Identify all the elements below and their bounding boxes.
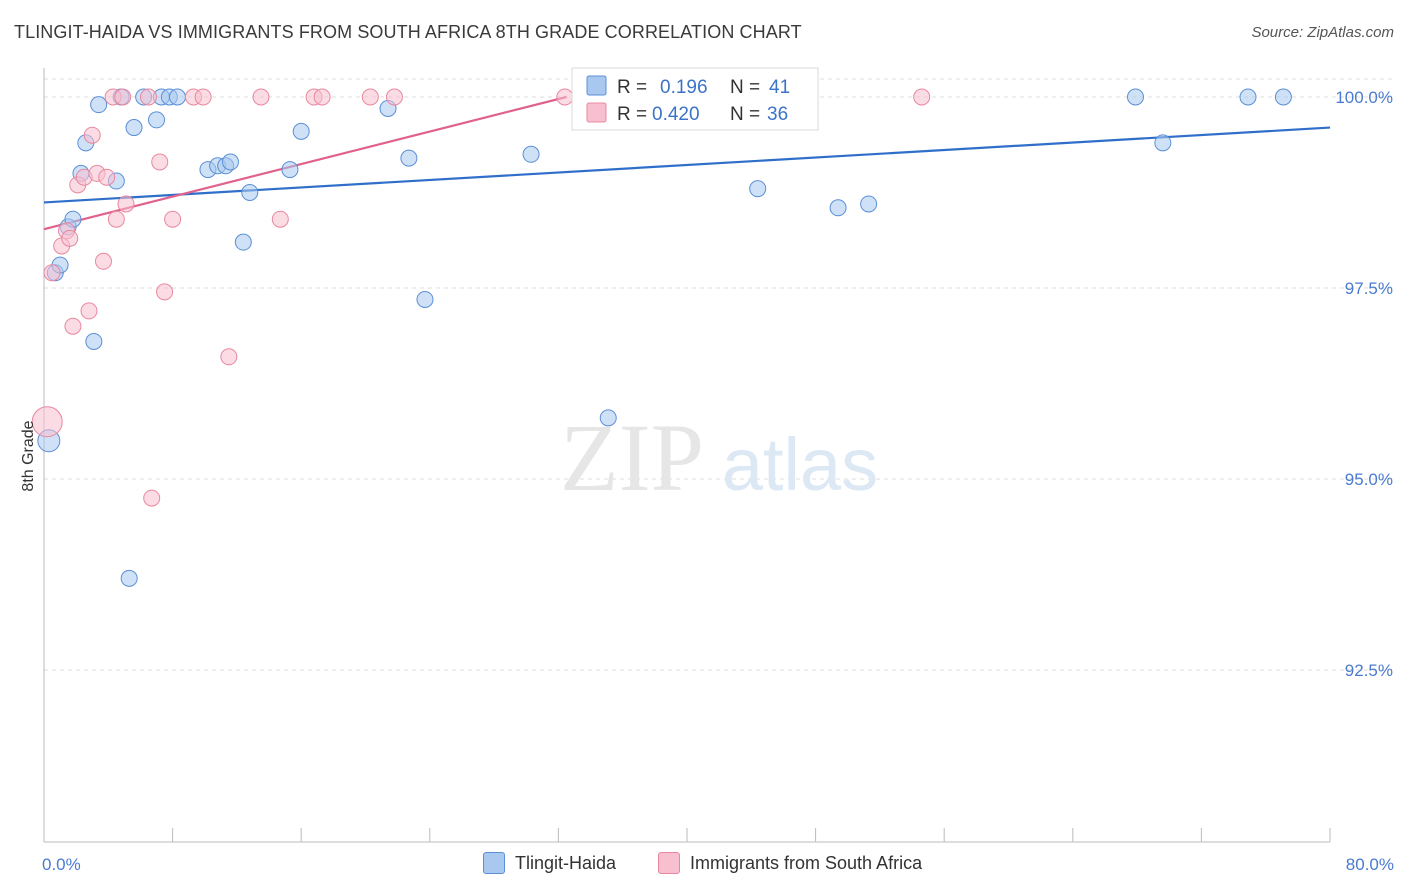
point-blue-24 xyxy=(281,161,299,179)
point-blue-14 xyxy=(148,111,166,129)
x-tick-label-0: 0.0% xyxy=(42,855,81,874)
legend-swatch-pink xyxy=(586,102,607,123)
point-blue-36 xyxy=(1154,134,1172,152)
point-pink-19 xyxy=(151,153,169,171)
point-pink-17 xyxy=(139,88,157,106)
trend-line-blue xyxy=(43,126,1331,204)
axes xyxy=(43,68,1331,843)
point-blue-21 xyxy=(221,153,239,171)
point-blue-30 xyxy=(599,409,617,427)
point-pink-14 xyxy=(107,210,125,228)
point-pink-31 xyxy=(556,88,574,106)
point-pink-29 xyxy=(361,88,379,106)
legend-r-label-blue: R = xyxy=(617,77,647,98)
series-legend-item-tlingit: Tlingit-Haida xyxy=(483,852,616,874)
legend-n-label-blue: N = xyxy=(730,77,760,98)
point-blue-33 xyxy=(829,199,847,217)
series-swatch-pink xyxy=(658,852,680,874)
legend-n-label-pink: N = xyxy=(730,104,760,125)
watermark-zip: ZIP xyxy=(560,404,704,511)
source-label: Source: ZipAtlas.com xyxy=(1251,24,1394,41)
watermark: ZIP atlas xyxy=(560,404,878,511)
point-pink-26 xyxy=(271,210,289,228)
series-legend-label-tlingit: Tlingit-Haida xyxy=(515,852,617,873)
legend-r-value-blue: 0.196 xyxy=(660,77,708,98)
chart-title: TLINGIT-HAIDA VS IMMIGRANTS FROM SOUTH A… xyxy=(14,22,802,42)
point-pink-8 xyxy=(80,302,98,320)
series-swatch-blue xyxy=(483,852,505,874)
point-pink-25 xyxy=(252,88,270,106)
point-pink-12 xyxy=(98,168,116,186)
point-blue-7 xyxy=(85,332,103,350)
y-tick-label-1: 97.5% xyxy=(1345,279,1393,298)
point-blue-37 xyxy=(1239,88,1257,106)
point-blue-17 xyxy=(168,88,186,106)
point-blue-32 xyxy=(749,180,767,198)
point-pink-15 xyxy=(114,88,132,106)
point-blue-22 xyxy=(234,233,252,251)
point-pink-4 xyxy=(61,229,79,247)
data-points xyxy=(31,88,1292,587)
watermark-atlas: atlas xyxy=(722,423,878,506)
series-legend-label-south-africa: Immigrants from South Africa xyxy=(690,852,923,873)
point-blue-11 xyxy=(120,569,138,587)
point-pink-32 xyxy=(913,88,931,106)
point-blue-12 xyxy=(125,119,143,137)
point-pink-23 xyxy=(194,88,212,106)
legend-r-label-pink: R = xyxy=(617,104,647,125)
point-blue-23 xyxy=(241,184,259,201)
grid-lines xyxy=(44,78,1392,671)
series-legend: Tlingit-Haida Immigrants from South Afri… xyxy=(0,852,1406,878)
point-pink-9 xyxy=(83,126,101,144)
point-pink-1 xyxy=(43,264,61,282)
point-pink-24 xyxy=(220,348,238,366)
point-pink-28 xyxy=(313,88,331,106)
point-pink-16 xyxy=(117,195,135,213)
point-pink-30 xyxy=(385,88,403,106)
legend-n-value-blue: 41 xyxy=(769,77,790,98)
y-tick-labels: 100.0% 97.5% 95.0% 92.5% xyxy=(1335,88,1393,680)
point-pink-18 xyxy=(143,489,161,507)
point-blue-8 xyxy=(90,96,108,114)
point-blue-27 xyxy=(400,149,418,167)
legend-box xyxy=(571,67,819,131)
y-tick-label-3: 92.5% xyxy=(1345,661,1393,680)
y-tick-label-0: 100.0% xyxy=(1335,88,1393,107)
point-pink-11 xyxy=(94,252,112,270)
correlation-legend: R = 0.196 N = 41 R = 0.420 N = 36 xyxy=(571,67,819,131)
point-blue-25 xyxy=(292,122,310,140)
x-tick-label-1: 80.0% xyxy=(1346,855,1394,874)
legend-r-value-pink: 0.420 xyxy=(652,104,700,125)
point-blue-28 xyxy=(416,290,434,308)
point-blue-34 xyxy=(860,195,878,213)
point-blue-35 xyxy=(1126,88,1144,106)
legend-swatch-blue xyxy=(586,75,607,96)
point-pink-0 xyxy=(31,406,63,438)
y-axis-title: 8th Grade xyxy=(20,420,37,491)
legend-n-value-pink: 36 xyxy=(767,104,788,125)
x-tick-labels: 0.0% 80.0% xyxy=(42,855,1394,874)
y-tick-label-2: 95.0% xyxy=(1345,470,1393,489)
point-blue-29 xyxy=(522,145,540,163)
point-pink-5 xyxy=(64,317,82,335)
point-pink-21 xyxy=(164,210,182,228)
point-pink-20 xyxy=(156,283,174,301)
point-blue-38 xyxy=(1274,88,1292,106)
series-legend-item-south-africa: Immigrants from South Africa xyxy=(658,852,922,874)
